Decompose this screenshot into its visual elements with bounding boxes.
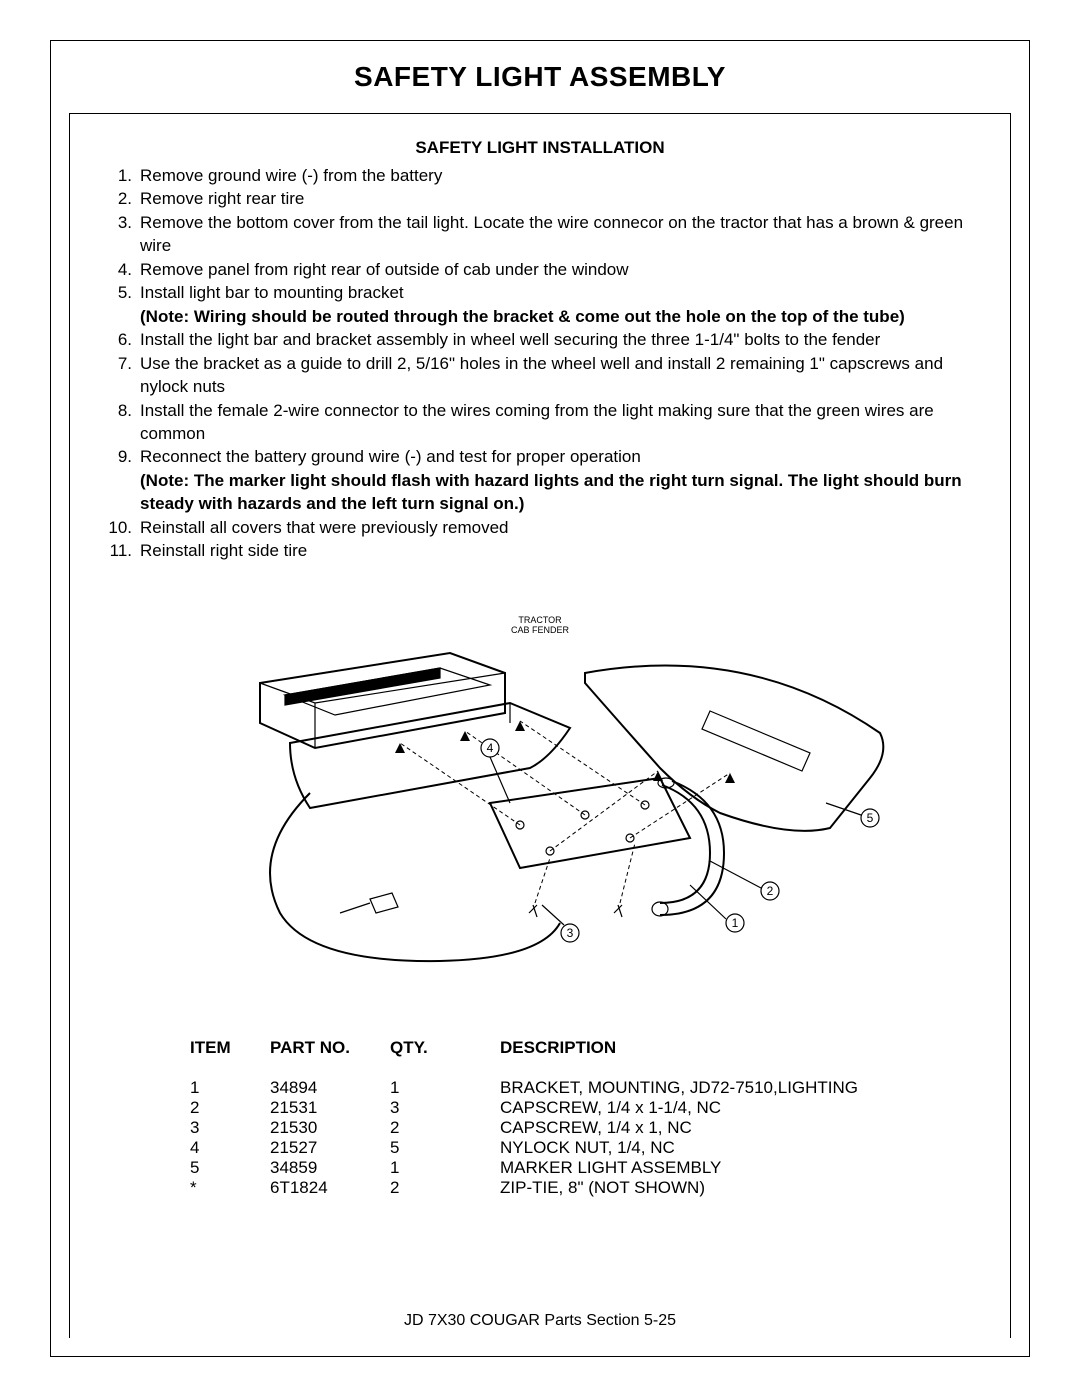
step-number: 9.: [106, 445, 140, 515]
page-title: SAFETY LIGHT ASSEMBLY: [51, 61, 1029, 93]
table-cell: 5: [190, 1158, 270, 1178]
table-cell: CAPSCREW, 1/4 x 1-1/4, NC: [500, 1098, 890, 1118]
table-cell: 1: [390, 1158, 500, 1178]
step-number: 11.: [106, 539, 140, 562]
install-step: 4.Remove panel from right rear of outsid…: [106, 258, 974, 281]
table-cell: NYLOCK NUT, 1/4, NC: [500, 1138, 890, 1158]
step-number: 7.: [106, 352, 140, 399]
step-text: Remove the bottom cover from the tail li…: [140, 211, 974, 258]
step-number: 2.: [106, 187, 140, 210]
table-cell: 2: [190, 1098, 270, 1118]
step-number: 8.: [106, 399, 140, 446]
table-cell: 1: [190, 1078, 270, 1098]
step-number: 10.: [106, 516, 140, 539]
step-text: Remove panel from right rear of outside …: [140, 258, 974, 281]
install-step: 7.Use the bracket as a guide to drill 2,…: [106, 352, 974, 399]
step-note: (Note: The marker light should flash wit…: [140, 471, 962, 513]
table-cell: 3: [390, 1098, 500, 1118]
svg-text:CAB FENDER: CAB FENDER: [511, 625, 570, 635]
svg-text:3: 3: [567, 926, 574, 940]
step-text: Remove ground wire (-) from the battery: [140, 164, 974, 187]
svg-text:4: 4: [487, 741, 494, 755]
table-row: 3215302CAPSCREW, 1/4 x 1, NC: [190, 1118, 890, 1138]
table-row: 1348941BRACKET, MOUNTING, JD72-7510,LIGH…: [190, 1078, 890, 1098]
header-qty: QTY.: [390, 1038, 500, 1058]
install-step: 5.Install light bar to mounting bracket(…: [106, 281, 974, 328]
table-header: ITEM PART NO. QTY. DESCRIPTION: [190, 1038, 890, 1058]
table-cell: 34894: [270, 1078, 390, 1098]
install-step: 10.Reinstall all covers that were previo…: [106, 516, 974, 539]
step-number: 6.: [106, 328, 140, 351]
table-row: 2215313CAPSCREW, 1/4 x 1-1/4, NC: [190, 1098, 890, 1118]
install-heading: SAFETY LIGHT INSTALLATION: [106, 138, 974, 158]
table-cell: 21531: [270, 1098, 390, 1118]
header-item: ITEM: [190, 1038, 270, 1058]
table-cell: 34859: [270, 1158, 390, 1178]
svg-text:1: 1: [732, 916, 739, 930]
install-step: 9.Reconnect the battery ground wire (-) …: [106, 445, 974, 515]
table-cell: 3: [190, 1118, 270, 1138]
step-number: 1.: [106, 164, 140, 187]
table-cell: BRACKET, MOUNTING, JD72-7510,LIGHTING: [500, 1078, 890, 1098]
assembly-diagram: TRACTORCAB FENDER 1 2 3 4 5: [106, 603, 974, 988]
table-row: 4215275NYLOCK NUT, 1/4, NC: [190, 1138, 890, 1158]
table-cell: 6T1824: [270, 1178, 390, 1198]
install-step: 6.Install the light bar and bracket asse…: [106, 328, 974, 351]
svg-text:2: 2: [767, 884, 774, 898]
table-cell: 2: [390, 1118, 500, 1138]
table-cell: CAPSCREW, 1/4 x 1, NC: [500, 1118, 890, 1138]
table-cell: 21530: [270, 1118, 390, 1138]
install-step: 1.Remove ground wire (-) from the batter…: [106, 164, 974, 187]
table-cell: 2: [390, 1178, 500, 1198]
install-step: 2.Remove right rear tire: [106, 187, 974, 210]
step-number: 4.: [106, 258, 140, 281]
step-number: 5.: [106, 281, 140, 328]
table-cell: 4: [190, 1138, 270, 1158]
outer-frame: SAFETY LIGHT ASSEMBLY SAFETY LIGHT INSTA…: [50, 40, 1030, 1357]
step-text: Install the female 2-wire connector to t…: [140, 399, 974, 446]
step-text: Install light bar to mounting bracket(No…: [140, 281, 974, 328]
page-footer: JD 7X30 COUGAR Parts Section 5-25: [70, 1312, 1010, 1330]
header-desc: DESCRIPTION: [500, 1038, 890, 1058]
table-cell: MARKER LIGHT ASSEMBLY: [500, 1158, 890, 1178]
step-text: Reconnect the battery ground wire (-) an…: [140, 445, 974, 515]
header-partno: PART NO.: [270, 1038, 390, 1058]
inner-frame: SAFETY LIGHT INSTALLATION 1.Remove groun…: [69, 113, 1011, 1338]
install-step: 3.Remove the bottom cover from the tail …: [106, 211, 974, 258]
svg-text:5: 5: [867, 811, 874, 825]
install-step: 8.Install the female 2-wire connector to…: [106, 399, 974, 446]
install-list: 1.Remove ground wire (-) from the batter…: [106, 164, 974, 563]
step-text: Reinstall all covers that were previousl…: [140, 516, 974, 539]
table-cell: ZIP-TIE, 8" (NOT SHOWN): [500, 1178, 890, 1198]
table-cell: 21527: [270, 1138, 390, 1158]
step-text: Reinstall right side tire: [140, 539, 974, 562]
step-text: Use the bracket as a guide to drill 2, 5…: [140, 352, 974, 399]
step-text: Remove right rear tire: [140, 187, 974, 210]
step-note: (Note: Wiring should be routed through t…: [140, 307, 905, 326]
step-text: Install the light bar and bracket assemb…: [140, 328, 974, 351]
svg-text:TRACTOR: TRACTOR: [518, 615, 562, 625]
table-cell: 5: [390, 1138, 500, 1158]
table-row: 5348591MARKER LIGHT ASSEMBLY: [190, 1158, 890, 1178]
step-number: 3.: [106, 211, 140, 258]
parts-table: ITEM PART NO. QTY. DESCRIPTION 1348941BR…: [190, 1038, 890, 1198]
table-cell: 1: [390, 1078, 500, 1098]
install-step: 11.Reinstall right side tire: [106, 539, 974, 562]
table-row: *6T18242ZIP-TIE, 8" (NOT SHOWN): [190, 1178, 890, 1198]
table-cell: *: [190, 1178, 270, 1198]
